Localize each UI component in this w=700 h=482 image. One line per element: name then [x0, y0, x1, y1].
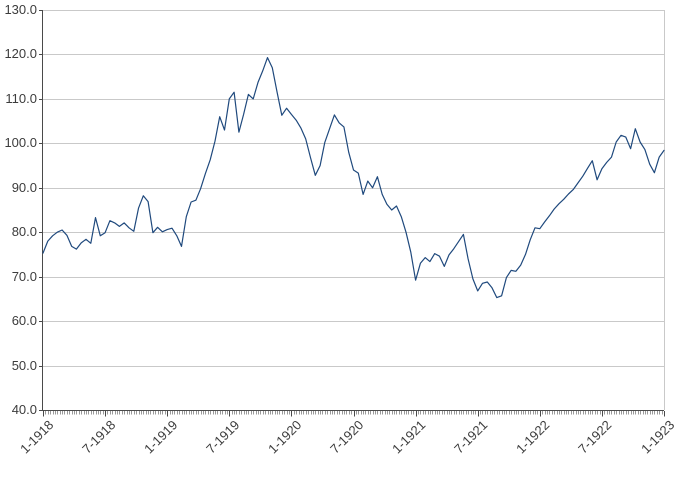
index-series-line: [42, 56, 665, 299]
